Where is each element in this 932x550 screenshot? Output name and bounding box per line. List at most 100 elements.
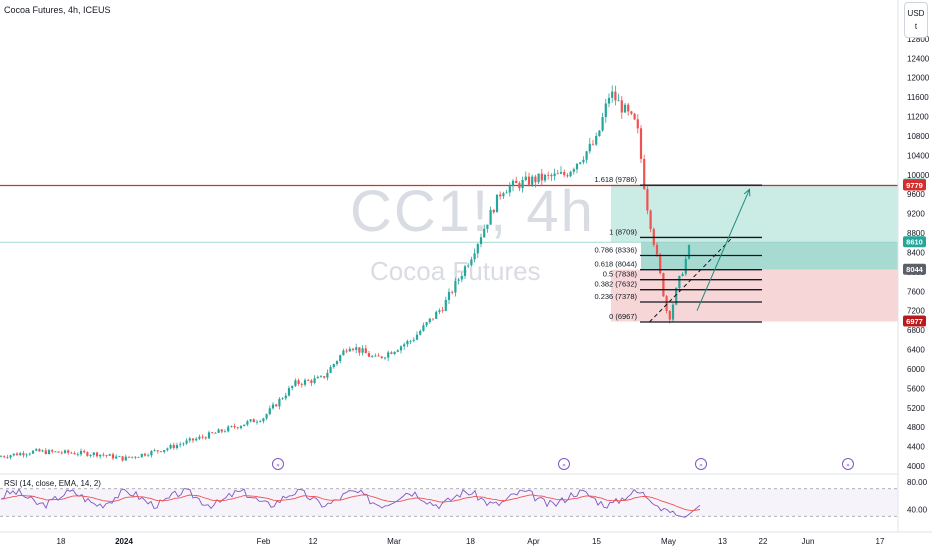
price-tick-label: 4800 xyxy=(907,423,925,432)
candle-body xyxy=(556,173,559,175)
fib-level-label: 1 (8709) xyxy=(609,227,637,236)
candle-body xyxy=(57,451,60,453)
candle-body xyxy=(495,194,499,213)
candle-body xyxy=(12,453,15,456)
candle-body xyxy=(671,304,675,320)
candle-body xyxy=(419,330,422,335)
candle-body xyxy=(543,174,547,181)
candle-body xyxy=(665,296,668,311)
time-tick-label: Apr xyxy=(527,537,540,546)
candle-body xyxy=(271,404,275,409)
candle-body xyxy=(217,429,220,433)
candle-body xyxy=(185,440,188,444)
projection-arrow[interactable] xyxy=(696,189,750,311)
candle-body xyxy=(623,104,627,113)
candle-body xyxy=(479,237,483,245)
candle-body xyxy=(380,356,383,358)
candle-body xyxy=(268,408,271,415)
candle-body xyxy=(38,449,41,452)
candle-body xyxy=(569,171,572,177)
candle-body xyxy=(131,456,134,458)
price-tag[interactable]: 9779 xyxy=(903,179,926,191)
candles xyxy=(0,85,691,462)
price-tick-label: 6000 xyxy=(907,365,925,374)
candle-body xyxy=(540,173,543,181)
candle-body xyxy=(73,453,76,455)
event-marker-icon[interactable]: » xyxy=(695,458,707,470)
candle-body xyxy=(143,453,147,456)
candle-body xyxy=(499,194,502,197)
fib-level-label: 0.786 (8336) xyxy=(594,246,637,255)
price-tag[interactable]: 6977 xyxy=(903,315,926,327)
candle-body xyxy=(262,418,265,422)
watermark-symbol: CC1!, 4h xyxy=(350,179,595,244)
candle-body xyxy=(630,111,633,114)
price-tick-label: 12800 xyxy=(907,35,930,44)
candle-body xyxy=(201,436,204,438)
svg-text:»: » xyxy=(276,462,280,469)
candle-body xyxy=(454,280,457,293)
time-tick-label: 2024 xyxy=(115,537,133,546)
candle-body xyxy=(102,454,105,456)
price-tick-label: 10000 xyxy=(907,171,930,180)
candle-body xyxy=(188,438,191,441)
candle-body xyxy=(579,162,582,164)
candle-body xyxy=(483,228,486,238)
candle-body xyxy=(457,279,460,281)
candle-body xyxy=(572,169,575,172)
profit-zone[interactable] xyxy=(611,184,898,243)
svg-text:8610: 8610 xyxy=(906,238,923,247)
price-axis[interactable]: 4000 4400 4800 5200 5600 6000 6400 6800 7200 7600… xyxy=(903,35,930,515)
fib-level-label: 1.618 (9786) xyxy=(594,175,637,184)
candle-body xyxy=(659,254,662,274)
event-markers[interactable]: » » » » xyxy=(272,458,854,470)
svg-text:»: » xyxy=(562,462,566,469)
candle-body xyxy=(396,350,399,352)
svg-text:»: » xyxy=(699,462,703,469)
price-tag[interactable]: 8610 xyxy=(903,236,926,248)
time-axis[interactable]: 18 2024 Feb 12 Mar 18 Apr 15 May 13 22 Jun 17 xyxy=(57,537,885,546)
candle-body xyxy=(492,209,495,213)
candle-body xyxy=(438,310,441,312)
currency-button[interactable]: USD t xyxy=(904,2,928,38)
loss-zone[interactable] xyxy=(611,269,898,322)
candle-body xyxy=(28,453,31,455)
candle-body xyxy=(588,143,591,152)
price-tag[interactable]: 8044 xyxy=(903,263,926,275)
candle-body xyxy=(239,426,243,429)
drawings[interactable] xyxy=(649,188,751,323)
candle-body xyxy=(92,452,95,456)
event-marker-icon[interactable]: » xyxy=(272,458,284,470)
candle-body xyxy=(156,450,159,452)
dashed-trendline[interactable] xyxy=(649,237,733,323)
candle-body xyxy=(575,163,579,170)
price-tick-label: 5200 xyxy=(907,404,925,413)
candle-body xyxy=(508,186,511,193)
candle-body xyxy=(191,438,195,441)
rsi-line xyxy=(0,488,701,518)
candle-body xyxy=(265,414,268,419)
candle-body xyxy=(179,444,182,446)
price-tick-label: 11600 xyxy=(907,93,929,102)
fib-level-label: 0.236 (7378) xyxy=(594,292,637,301)
fib-retracement[interactable]: 1.618 (9786) 1 (8709) 0.786 (8336) 0.618 (8… xyxy=(594,175,762,323)
candle-body xyxy=(675,288,678,305)
rsi-pane[interactable] xyxy=(0,488,898,518)
candle-body xyxy=(617,100,620,102)
candle-body xyxy=(527,176,531,185)
candle-body xyxy=(636,119,639,129)
candle-body xyxy=(335,361,339,365)
candle-body xyxy=(611,91,614,98)
candle-body xyxy=(275,404,278,407)
candle-body xyxy=(355,347,358,350)
event-marker-icon[interactable]: » xyxy=(558,458,570,470)
candle-body xyxy=(387,352,390,358)
event-marker-icon[interactable]: » xyxy=(842,458,854,470)
candle-body xyxy=(383,357,387,359)
candle-body xyxy=(339,355,342,362)
candle-body xyxy=(409,340,412,342)
candle-body xyxy=(364,348,367,354)
candle-body xyxy=(169,445,172,449)
